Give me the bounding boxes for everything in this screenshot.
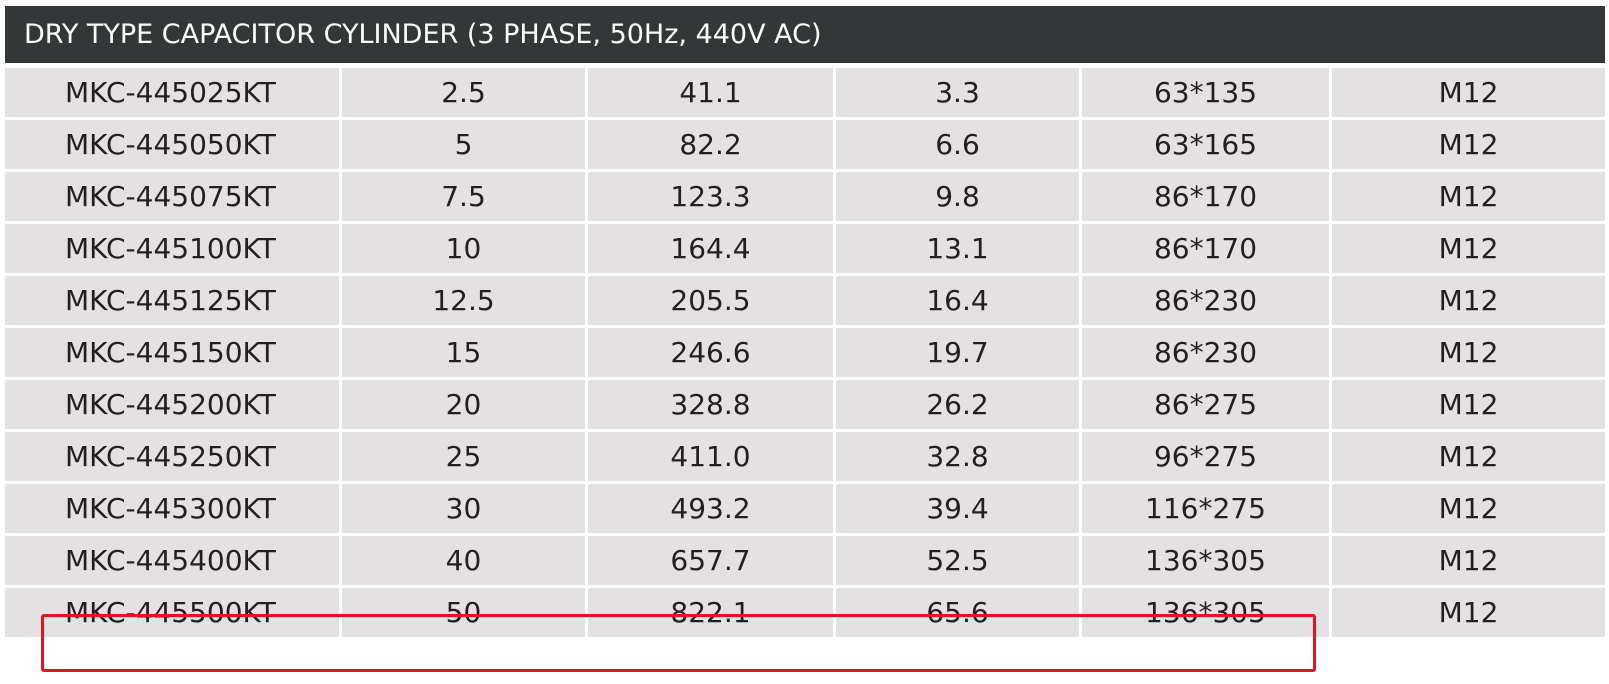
model-cell: MKC-445150KT: [5, 328, 342, 380]
dimension-cell: 86*230: [1082, 328, 1332, 380]
dimension-cell: 86*275: [1082, 380, 1332, 432]
dimension-cell: 86*170: [1082, 224, 1332, 276]
dimension-cell: 136*305: [1082, 588, 1332, 640]
table-row: MKC-445500KT 50 822.1 65.6 136*305 M12: [5, 588, 1605, 640]
kvar-cell: 40: [342, 536, 588, 588]
current-cell: 822.1: [588, 588, 836, 640]
terminal-cell: M12: [1332, 172, 1605, 224]
capacitor-spec-table: MKC-445025KT 2.5 41.1 3.3 63*135 M12 MKC-44505…: [5, 68, 1605, 640]
capacitance-cell: 32.8: [836, 432, 1082, 484]
table-body: MKC-445025KT 2.5 41.1 3.3 63*135 M12 MKC-44505…: [5, 68, 1605, 640]
model-cell: MKC-445075KT: [5, 172, 342, 224]
terminal-cell: M12: [1332, 536, 1605, 588]
current-cell: 411.0: [588, 432, 836, 484]
capacitance-cell: 39.4: [836, 484, 1082, 536]
table-row: MKC-445300KT 30 493.2 39.4 116*275 M12: [5, 484, 1605, 536]
current-cell: 657.7: [588, 536, 836, 588]
table-row: MKC-445200KT 20 328.8 26.2 86*275 M12: [5, 380, 1605, 432]
model-cell: MKC-445500KT: [5, 588, 342, 640]
kvar-cell: 25: [342, 432, 588, 484]
table-row: MKC-445075KT 7.5 123.3 9.8 86*170 M12: [5, 172, 1605, 224]
terminal-cell: M12: [1332, 68, 1605, 120]
kvar-cell: 15: [342, 328, 588, 380]
table-row: MKC-445400KT 40 657.7 52.5 136*305 M12: [5, 536, 1605, 588]
dimension-cell: 116*275: [1082, 484, 1332, 536]
kvar-cell: 30: [342, 484, 588, 536]
table-row: MKC-445125KT 12.5 205.5 16.4 86*230 M12: [5, 276, 1605, 328]
dimension-cell: 63*165: [1082, 120, 1332, 172]
capacitance-cell: 6.6: [836, 120, 1082, 172]
capacitance-cell: 3.3: [836, 68, 1082, 120]
model-cell: MKC-445300KT: [5, 484, 342, 536]
table-row: MKC-445050KT 5 82.2 6.6 63*165 M12: [5, 120, 1605, 172]
model-cell: MKC-445250KT: [5, 432, 342, 484]
table-row: MKC-445100KT 10 164.4 13.1 86*170 M12: [5, 224, 1605, 276]
terminal-cell: M12: [1332, 380, 1605, 432]
capacitance-cell: 26.2: [836, 380, 1082, 432]
capacitance-cell: 19.7: [836, 328, 1082, 380]
terminal-cell: M12: [1332, 120, 1605, 172]
table-row: MKC-445025KT 2.5 41.1 3.3 63*135 M12: [5, 68, 1605, 120]
model-cell: MKC-445125KT: [5, 276, 342, 328]
model-cell: MKC-445400KT: [5, 536, 342, 588]
current-cell: 82.2: [588, 120, 836, 172]
table-row: MKC-445150KT 15 246.6 19.7 86*230 M12: [5, 328, 1605, 380]
kvar-cell: 20: [342, 380, 588, 432]
terminal-cell: M12: [1332, 224, 1605, 276]
current-cell: 41.1: [588, 68, 836, 120]
dimension-cell: 96*275: [1082, 432, 1332, 484]
model-cell: MKC-445050KT: [5, 120, 342, 172]
capacitance-cell: 52.5: [836, 536, 1082, 588]
capacitance-cell: 65.6: [836, 588, 1082, 640]
dimension-cell: 63*135: [1082, 68, 1332, 120]
kvar-cell: 2.5: [342, 68, 588, 120]
kvar-cell: 12.5: [342, 276, 588, 328]
model-cell: MKC-445200KT: [5, 380, 342, 432]
table-title: DRY TYPE CAPACITOR CYLINDER (3 PHASE, 50…: [5, 6, 1605, 63]
dimension-cell: 136*305: [1082, 536, 1332, 588]
spec-sheet: DRY TYPE CAPACITOR CYLINDER (3 PHASE, 50…: [5, 6, 1605, 680]
kvar-cell: 50: [342, 588, 588, 640]
dimension-cell: 86*230: [1082, 276, 1332, 328]
kvar-cell: 10: [342, 224, 588, 276]
table-row: MKC-445250KT 25 411.0 32.8 96*275 M12: [5, 432, 1605, 484]
current-cell: 164.4: [588, 224, 836, 276]
current-cell: 205.5: [588, 276, 836, 328]
model-cell: MKC-445100KT: [5, 224, 342, 276]
kvar-cell: 5: [342, 120, 588, 172]
terminal-cell: M12: [1332, 484, 1605, 536]
current-cell: 328.8: [588, 380, 836, 432]
current-cell: 123.3: [588, 172, 836, 224]
kvar-cell: 7.5: [342, 172, 588, 224]
terminal-cell: M12: [1332, 328, 1605, 380]
model-cell: MKC-445025KT: [5, 68, 342, 120]
capacitance-cell: 16.4: [836, 276, 1082, 328]
terminal-cell: M12: [1332, 432, 1605, 484]
current-cell: 493.2: [588, 484, 836, 536]
capacitance-cell: 9.8: [836, 172, 1082, 224]
capacitance-cell: 13.1: [836, 224, 1082, 276]
dimension-cell: 86*170: [1082, 172, 1332, 224]
terminal-cell: M12: [1332, 588, 1605, 640]
current-cell: 246.6: [588, 328, 836, 380]
terminal-cell: M12: [1332, 276, 1605, 328]
